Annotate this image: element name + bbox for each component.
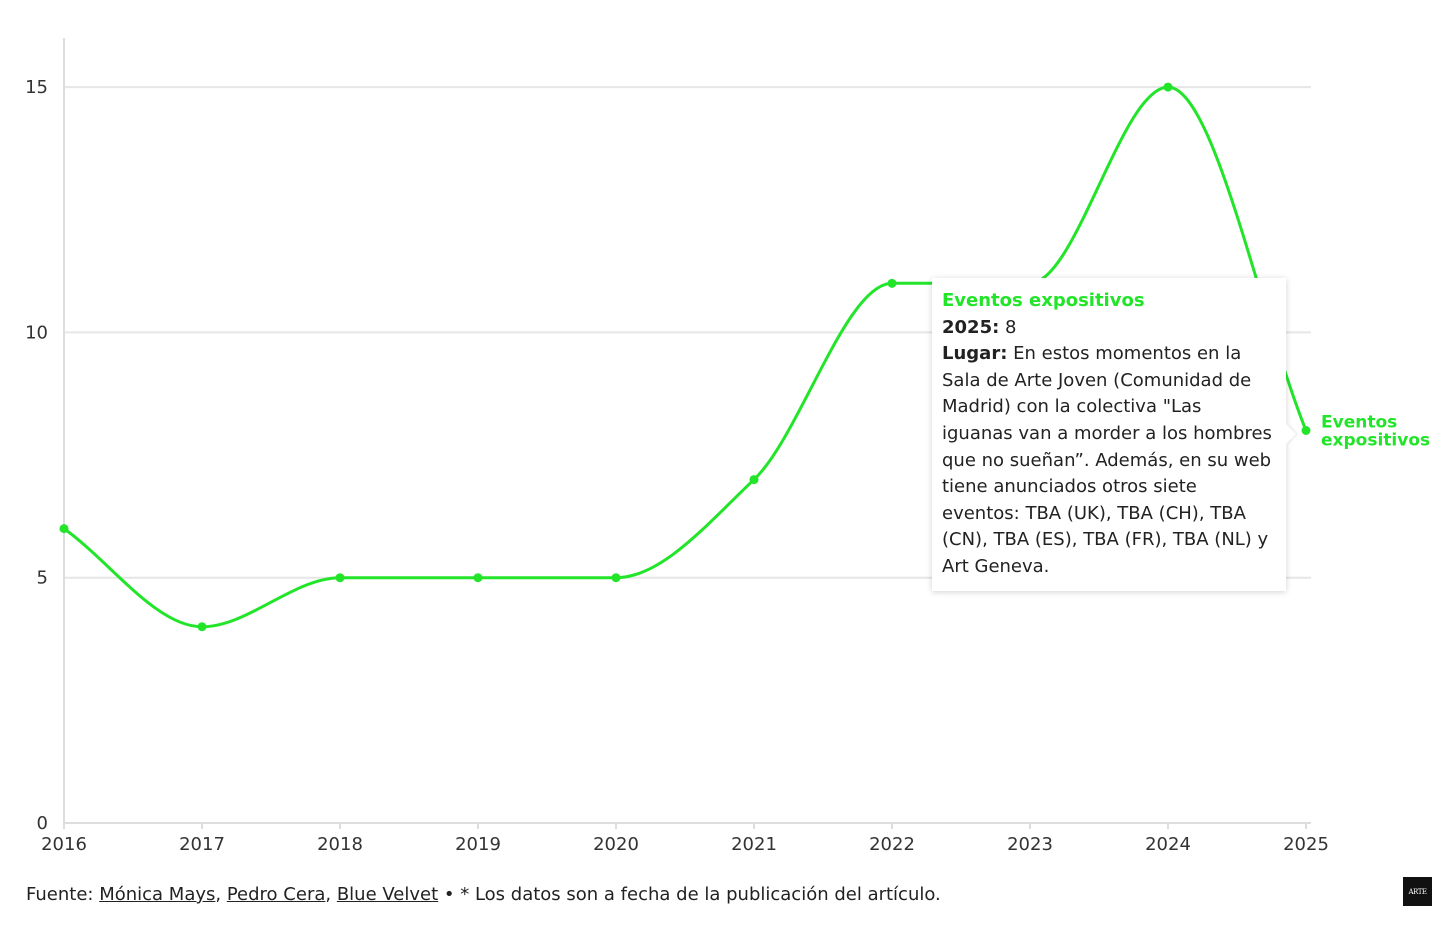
source-link-monica-mays[interactable]: Mónica Mays [99,884,216,905]
x-tick-label: 2023 [1007,834,1053,855]
y-tick-label: 10 [25,322,48,343]
tooltip-arrow [1286,424,1296,444]
x-tick-label: 2019 [455,834,501,855]
y-tick-label: 0 [37,813,48,834]
data-point[interactable] [473,573,483,583]
x-tick-label: 2024 [1145,834,1191,855]
x-tick-label: 2021 [731,834,777,855]
source-link-blue-velvet[interactable]: Blue Velvet [336,884,439,905]
data-point[interactable] [1301,426,1311,435]
x-tick-label: 2017 [179,834,225,855]
footer-prefix: Fuente: [26,884,100,905]
y-tick-label: 5 [37,568,48,589]
tooltip-value-row: 2025: 8 [942,315,1276,342]
data-point[interactable] [197,622,207,632]
data-point[interactable] [611,573,621,583]
publisher-logo: ARTE [1403,877,1432,906]
y-axis-ticks: 0 5 10 15 [25,77,48,834]
x-tick-label: 2020 [593,834,639,855]
footer-separator: , [215,884,227,905]
source-link-pedro-cera[interactable]: Pedro Cera [226,884,326,905]
series-end-label: Eventos [1321,413,1397,433]
data-tooltip: Eventos expositivos 2025: 8 Lugar: En es… [932,278,1286,591]
x-tick-label: 2022 [869,834,915,855]
x-axis-ticks: 2016 2017 2018 2019 2020 2021 2022 2023 2024 2025 [41,823,1329,855]
data-point[interactable] [59,524,69,534]
series-end-label-line2: expositivos [1321,431,1430,451]
tooltip-title: Eventos expositivos [942,290,1145,311]
x-tick-label: 2016 [41,834,87,855]
x-tick-label: 2018 [317,834,363,855]
data-point[interactable] [887,278,897,288]
y-tick-label: 15 [25,77,48,98]
data-point[interactable] [749,475,759,485]
tooltip-year-value: 8 [1005,316,1017,338]
data-point[interactable] [1163,82,1173,92]
footer-separator: , [325,884,337,905]
tooltip-year-label: 2025: [942,316,1000,338]
tooltip-place-row: Lugar: En estos momentos en la Sala de A… [942,341,1276,580]
footer-note: • * Los datos son a fecha de la publicac… [438,884,941,905]
x-tick-label: 2025 [1283,834,1329,855]
source-footer: Fuente: Mónica Mays, Pedro Cera, Blue Ve… [26,884,941,905]
tooltip-place-text: En estos momentos en la Sala de Arte Jov… [942,343,1272,577]
data-point[interactable] [335,573,345,583]
tooltip-place-label: Lugar: [942,343,1008,365]
